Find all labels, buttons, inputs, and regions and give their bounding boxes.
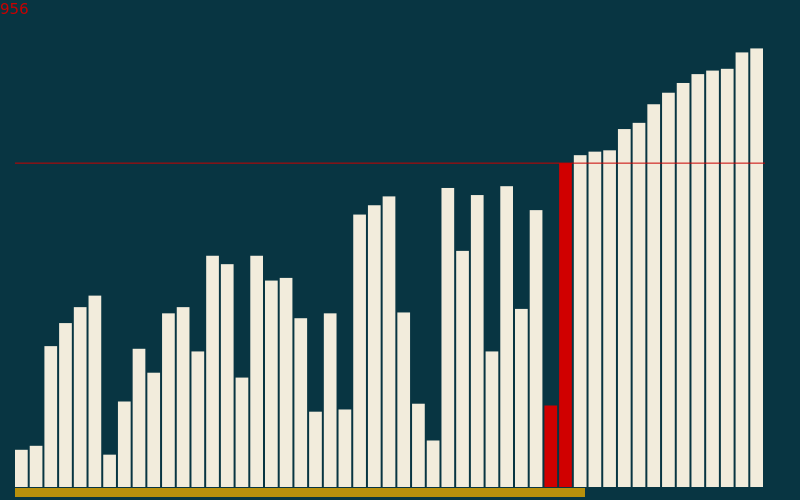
bar [470, 195, 484, 487]
bar [250, 255, 263, 487]
bar [603, 150, 616, 487]
progress-bar [15, 488, 585, 497]
bar [662, 92, 675, 487]
bar [367, 205, 381, 487]
bars-group [15, 48, 763, 488]
bar [647, 104, 661, 487]
bar [117, 401, 131, 487]
bar [588, 151, 602, 487]
bar [691, 74, 705, 488]
bar [59, 323, 72, 487]
bar [720, 68, 734, 487]
bar [44, 346, 58, 487]
bar-highlighted [544, 405, 558, 487]
bar [88, 295, 102, 487]
bar [441, 187, 455, 487]
bar [176, 307, 190, 487]
bar [206, 255, 219, 487]
bar [309, 411, 322, 487]
bar [426, 440, 440, 487]
bar [279, 277, 293, 487]
bar [706, 70, 719, 487]
bar [573, 155, 587, 487]
bar [220, 264, 234, 487]
bar [397, 312, 411, 487]
counter-value: 956 [0, 0, 29, 18]
bar [735, 52, 749, 488]
bar [632, 122, 646, 487]
bar [103, 454, 116, 487]
bar [382, 196, 396, 487]
bar [500, 186, 513, 487]
bar [15, 449, 28, 487]
bar [412, 403, 425, 487]
bar [73, 307, 87, 487]
bar [162, 313, 175, 487]
bar-highlighted [559, 163, 572, 488]
bar [294, 318, 308, 487]
bar [750, 48, 763, 488]
bar [191, 351, 205, 487]
bar [29, 445, 43, 487]
bar [147, 372, 161, 487]
bar [676, 82, 690, 487]
bar [235, 377, 249, 487]
bar [353, 214, 366, 487]
bar [132, 348, 146, 487]
bar [515, 308, 528, 487]
bar [456, 250, 469, 487]
bar [265, 280, 278, 487]
bar [485, 351, 499, 487]
bar [617, 129, 631, 487]
bar [323, 313, 337, 487]
bar [338, 409, 352, 487]
bar [529, 210, 543, 488]
